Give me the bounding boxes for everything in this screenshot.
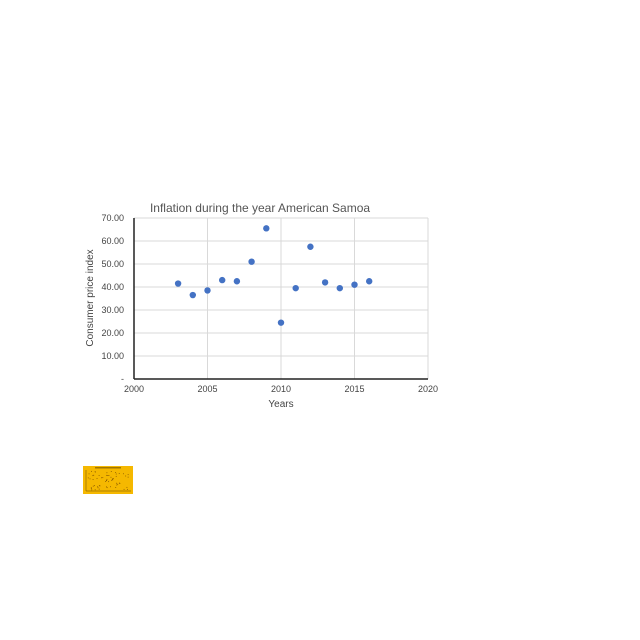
thumbnail-dot bbox=[94, 471, 96, 473]
thumbnail-dot bbox=[92, 475, 94, 477]
x-tick-label: 2020 bbox=[418, 384, 438, 394]
thumbnail-dot bbox=[118, 473, 120, 475]
thumbnail-dot bbox=[110, 486, 112, 488]
y-tick-label: 10.00 bbox=[101, 351, 124, 361]
thumbnail-dot bbox=[88, 473, 90, 475]
thumbnail-dot bbox=[93, 485, 95, 487]
data-points bbox=[174, 225, 373, 326]
thumbnail-dot bbox=[116, 482, 118, 484]
data-point bbox=[307, 243, 314, 250]
thumbnail-dot bbox=[90, 487, 92, 489]
x-tick-label: 2015 bbox=[344, 384, 364, 394]
y-tick-label: 30.00 bbox=[101, 305, 124, 315]
thumbnail-dot bbox=[98, 474, 100, 476]
thumbnail-dot bbox=[106, 472, 108, 474]
data-point bbox=[263, 225, 270, 232]
x-axis-label: Years bbox=[268, 399, 293, 410]
data-point bbox=[248, 258, 255, 265]
thumbnail-dot bbox=[126, 488, 128, 490]
thumbnail-dot bbox=[115, 475, 117, 477]
data-point bbox=[189, 291, 196, 299]
thumbnail-dot bbox=[106, 474, 108, 476]
y-axis-label: Consumer price index bbox=[85, 249, 96, 346]
thumbnail-dot bbox=[105, 479, 107, 481]
thumbnail-dot bbox=[115, 471, 117, 473]
data-point bbox=[351, 281, 358, 288]
tick-labels: - 10.00 20.00 30.00 40.00 50.00 60.00 70.00 2000… bbox=[101, 213, 438, 394]
thumbnail-dot bbox=[117, 483, 119, 485]
thumbnail-dot bbox=[106, 487, 108, 489]
thumbnail-dot bbox=[115, 473, 117, 475]
thumbnail-dot bbox=[116, 484, 118, 486]
thumbnail-dot bbox=[105, 486, 107, 488]
data-point bbox=[219, 276, 226, 284]
data-point bbox=[292, 284, 299, 292]
thumbnail-dot bbox=[102, 477, 104, 479]
thumbnail-dot bbox=[126, 486, 128, 488]
data-point bbox=[321, 279, 329, 286]
data-point bbox=[174, 280, 182, 287]
x-tick-label: 2005 bbox=[197, 384, 217, 394]
thumbnail-dot bbox=[92, 478, 94, 480]
thumbnail-chart-image bbox=[83, 466, 133, 494]
thumbnail-dot bbox=[90, 470, 92, 472]
y-tick-label: - bbox=[121, 374, 124, 384]
thumbnail-dot bbox=[93, 474, 95, 476]
axes bbox=[133, 218, 428, 380]
chart-title: Inflation during the year American Samoa bbox=[150, 201, 370, 215]
thumbnail-dot bbox=[97, 487, 99, 489]
thumbnail-dot bbox=[125, 475, 127, 477]
thumbnail-dot bbox=[123, 488, 125, 490]
thumbnail-title bbox=[95, 467, 121, 469]
thumbnail-dot bbox=[96, 477, 98, 479]
thumbnail-dot bbox=[92, 485, 94, 487]
thumbnail-dot bbox=[98, 485, 100, 487]
thumbnail-dot bbox=[122, 473, 124, 475]
x-tick-label: 2010 bbox=[271, 384, 291, 394]
y-tick-label: 50.00 bbox=[101, 259, 124, 269]
grid-lines bbox=[134, 217, 429, 379]
thumbnail-dot bbox=[107, 474, 109, 476]
thumbnail-dot bbox=[87, 477, 89, 479]
data-point bbox=[233, 278, 241, 285]
thumbnail-dots bbox=[85, 467, 131, 492]
y-tick-label: 70.00 bbox=[101, 213, 124, 223]
thumbnail-dot bbox=[118, 482, 120, 484]
x-tick-label: 2000 bbox=[124, 384, 144, 394]
thumbnail-dot bbox=[94, 489, 96, 491]
thumbnail-dot bbox=[97, 486, 99, 488]
thumbnail-dot bbox=[91, 489, 93, 491]
y-tick-label: 60.00 bbox=[101, 236, 124, 246]
thumbnail-dot bbox=[112, 479, 114, 481]
thumbnail-dot bbox=[89, 478, 91, 480]
thumbnail-dot bbox=[110, 476, 112, 478]
thumbnail-dot bbox=[110, 470, 112, 472]
thumbnail-dot bbox=[98, 488, 100, 490]
thumbnail-dot bbox=[105, 480, 107, 482]
y-tick-label: 40.00 bbox=[101, 282, 124, 292]
data-point bbox=[366, 278, 373, 285]
thumbnail-dot bbox=[115, 487, 117, 489]
thumbnail-dot bbox=[90, 488, 92, 490]
thumbnail-background bbox=[83, 466, 133, 494]
thumbnail-dot bbox=[112, 478, 114, 480]
thumbnail-dot bbox=[101, 477, 103, 479]
thumbnail-dot bbox=[111, 479, 113, 481]
thumbnail-dot bbox=[108, 481, 110, 483]
thumbnail-dot bbox=[127, 474, 129, 476]
thumbnail-dot bbox=[108, 474, 110, 476]
y-tick-label: 20.00 bbox=[101, 328, 124, 338]
thumbnail-dot bbox=[127, 476, 129, 478]
data-point bbox=[204, 287, 211, 294]
thumbnail-dot bbox=[106, 478, 108, 480]
data-point bbox=[336, 284, 343, 292]
data-point bbox=[277, 319, 285, 326]
